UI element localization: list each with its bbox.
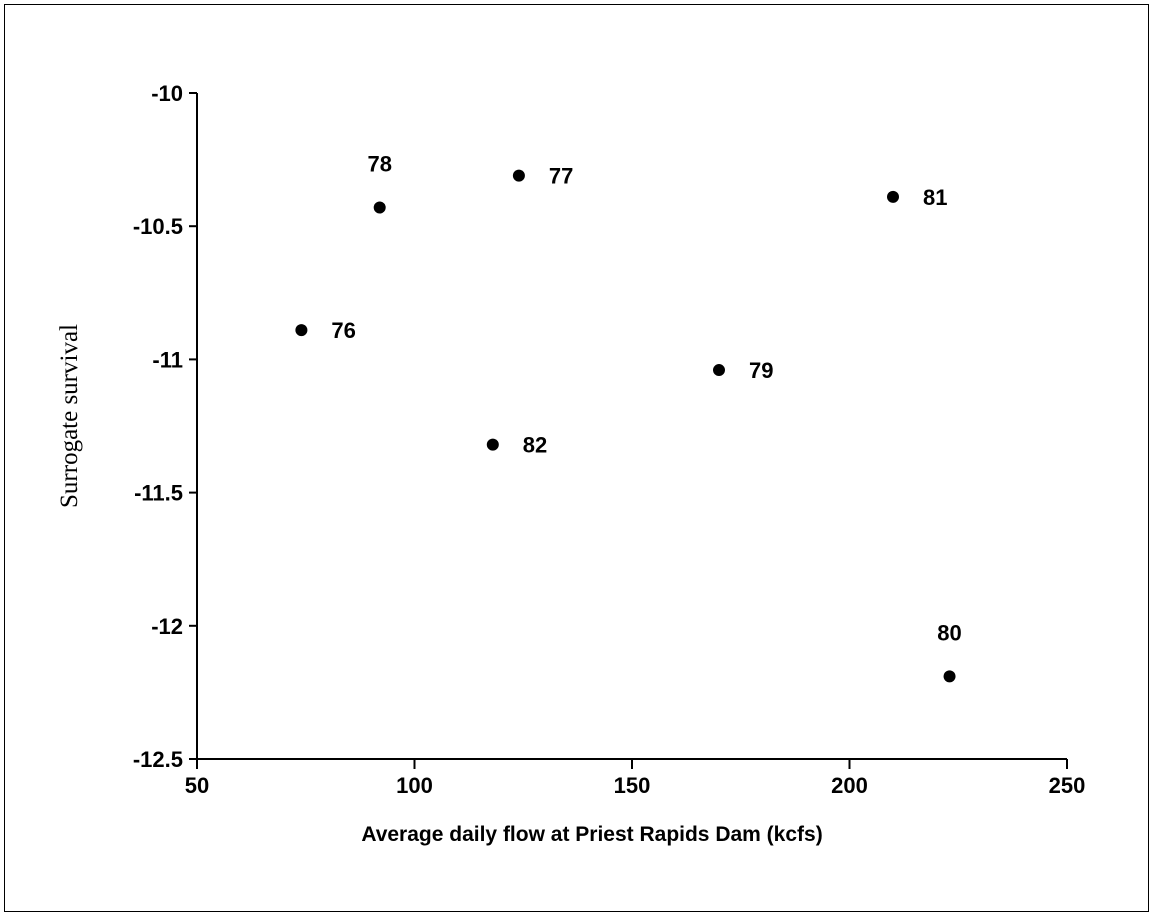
data-point-80	[943, 670, 956, 683]
point-labels: 76 77 78 79 80 81 82	[331, 152, 961, 646]
data-point-77	[512, 169, 525, 182]
y-tick-label: -12.5	[133, 747, 183, 772]
point-label-82: 82	[523, 433, 547, 458]
point-label-81: 81	[923, 185, 947, 210]
data-point-79	[713, 364, 725, 377]
y-tick-label: -10.5	[133, 214, 183, 239]
chart-frame: -10 -10.5 -11 -11.5 -12 -12.5 50 100 150 200 250 7…	[4, 4, 1149, 912]
data-point-76	[295, 324, 308, 337]
data-point-78	[373, 201, 386, 214]
point-label-80: 80	[937, 620, 961, 645]
y-tick-label: -10	[151, 81, 183, 106]
y-axis-title: Surrogate survival	[56, 324, 83, 508]
data-point-82	[486, 438, 499, 451]
point-label-78: 78	[367, 152, 391, 177]
data-point-81	[887, 190, 899, 203]
tick-labels: -10 -10.5 -11 -11.5 -12 -12.550 100 150 200 250	[133, 81, 1086, 798]
x-tick-label: 100	[396, 773, 433, 798]
x-tick-label: 50	[185, 773, 209, 798]
x-tick-label: 200	[831, 773, 868, 798]
x-tick-label: 250	[1049, 773, 1086, 798]
axes	[189, 92, 1068, 769]
y-tick-label: -11.5	[134, 481, 183, 506]
data-points	[295, 169, 956, 683]
scatter-chart: -10 -10.5 -11 -11.5 -12 -12.550 100 150 200 250 7…	[56, 81, 1086, 846]
y-tick-label: -11	[152, 347, 183, 372]
x-axis-title: Average daily flow at Priest Rapids Dam …	[361, 823, 822, 846]
point-label-77: 77	[549, 164, 573, 189]
y-tick-label: -12	[151, 614, 183, 639]
point-label-79: 79	[749, 358, 773, 383]
point-label-76: 76	[331, 318, 355, 343]
x-tick-label: 150	[614, 773, 651, 798]
